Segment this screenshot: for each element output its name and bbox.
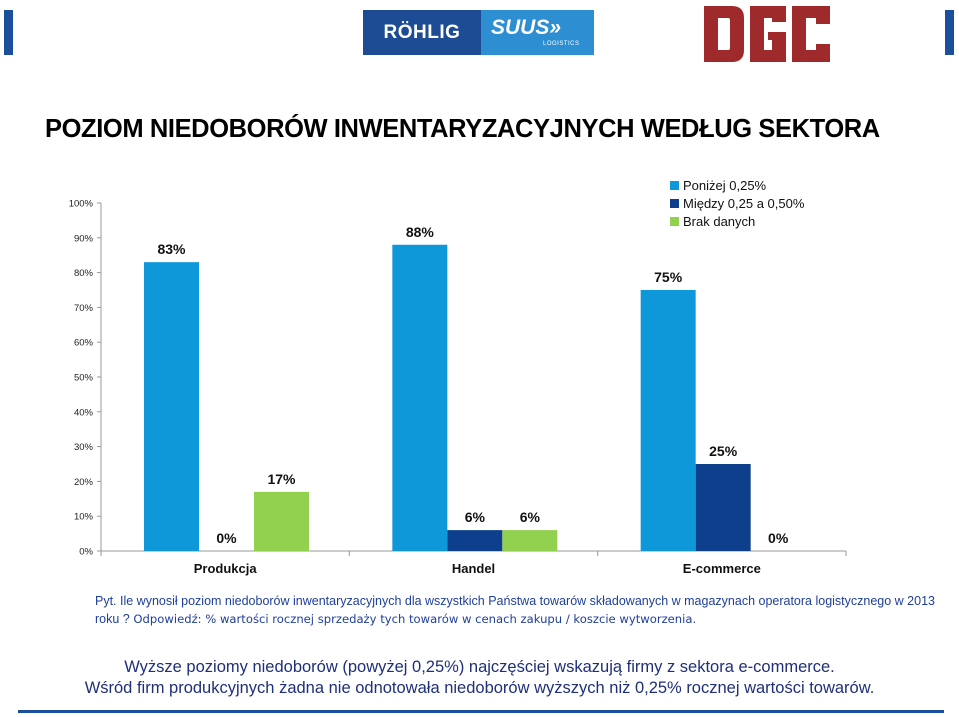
y-tick-label: 60% [74,338,94,349]
data-label: 83% [157,241,186,257]
data-label: 0% [768,530,789,546]
bar [144,262,199,551]
x-category-label: E-commerce [683,561,761,576]
logistics-logo-text: LOGISTICS [543,41,580,47]
legend-label: Między 0,25 a 0,50% [683,196,805,211]
legend-swatch [670,217,679,226]
dgc-logo [704,6,830,62]
data-label: 88% [406,224,435,240]
bar [502,530,558,551]
suus-logo-block: SUUS» LOGISTICS [481,10,594,55]
y-tick-label: 20% [74,477,94,488]
rohlig-suus-logo: RÖHLIG SUUS» LOGISTICS [363,10,594,55]
bottom-divider [18,710,944,713]
legend-swatch [670,199,679,208]
answer-unit-text: Odpowiedź: % wartości rocznej sprzedaży … [129,612,697,626]
y-tick-label: 100% [69,199,94,210]
data-label: 6% [520,509,541,525]
data-label: 6% [465,509,486,525]
y-tick-label: 80% [74,268,94,279]
y-tick-label: 90% [74,233,94,244]
bar [640,290,696,551]
legend-label: Brak danych [683,214,755,229]
summary-line-2: Wśród firm produkcyjnych żadna nie odnot… [84,679,875,697]
left-accent-bar [4,10,13,55]
data-label: 25% [709,443,738,459]
data-label: 17% [267,471,296,487]
bar [447,530,503,551]
y-tick-label: 0% [79,547,93,558]
question-text: Pyt. Ile wynosił poziom niedoborów inwen… [95,594,935,626]
legend-swatch [670,181,679,190]
summary-line-1: Wyższe poziomy niedoborów (powyżej 0,25%… [124,658,835,676]
x-category-label: Handel [452,561,495,576]
bar [254,491,309,551]
right-accent-bar [945,10,954,55]
y-tick-label: 50% [74,373,94,384]
survey-question: Pyt. Ile wynosił poziom niedoborów inwen… [95,592,935,628]
summary-text: Wyższe poziomy niedoborów (powyżej 0,25%… [0,657,959,699]
chart-legend: Poniżej 0,25% Między 0,25 a 0,50% Brak dan… [670,178,805,229]
chart-axes: 0% 10% 20% 30% 40% 50% 60% 70% 80% 90% 100% Produkc… [69,199,847,576]
x-category-label: Produkcja [194,561,258,576]
bar [695,464,751,551]
y-tick-label: 10% [74,512,94,523]
y-tick-label: 30% [74,442,94,453]
suus-logo-text: SUUS» [491,16,562,39]
bar [392,244,448,551]
y-tick-label: 70% [74,303,94,314]
legend-label: Poniżej 0,25% [683,178,767,193]
page-title: POZIOM NIEDOBORÓW INWENTARYZACYJNYCH WED… [45,115,880,143]
data-label: 0% [216,530,237,546]
rohlig-logo-text: RÖHLIG [363,10,481,55]
y-tick-label: 40% [74,407,94,418]
chart-bars: 83% 0% 17% 88% 6% 6% 75% 25% 0% [144,224,789,551]
data-label: 75% [654,269,683,285]
